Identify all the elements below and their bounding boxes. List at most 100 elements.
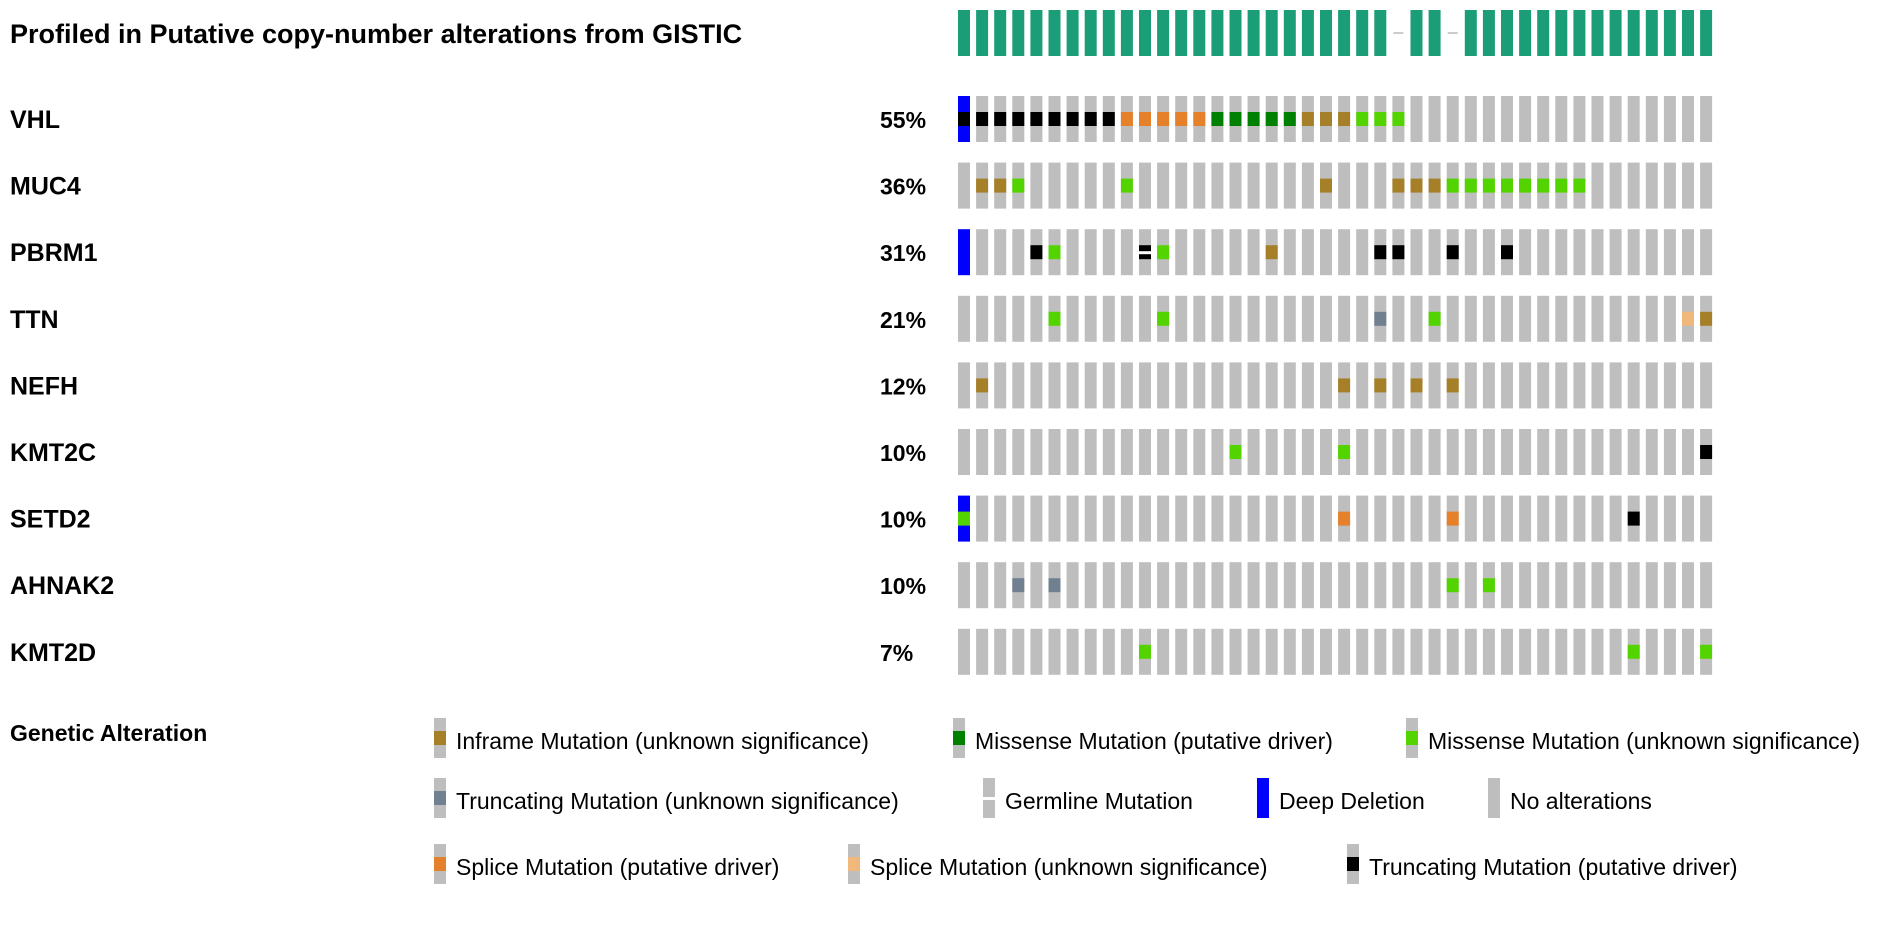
sample-cell bbox=[958, 162, 970, 209]
gene-track-row bbox=[958, 562, 1713, 609]
sample-cell bbox=[994, 362, 1007, 409]
sample-cell bbox=[958, 295, 970, 342]
sample-cell bbox=[1428, 96, 1441, 142]
sample-cell bbox=[1663, 562, 1676, 609]
sample-cell bbox=[1338, 229, 1351, 276]
sample-cell bbox=[1084, 162, 1097, 209]
sample-cell bbox=[1645, 362, 1658, 409]
profile-cell bbox=[1700, 10, 1713, 56]
gene-track-row bbox=[958, 495, 1713, 542]
splice-driver-mark bbox=[1120, 112, 1133, 126]
gene-track-row bbox=[958, 362, 1713, 409]
sample-cell bbox=[1066, 295, 1079, 342]
sample-cell bbox=[1501, 295, 1513, 342]
sample-cell bbox=[1157, 362, 1170, 409]
inframe-vus-mark bbox=[1410, 178, 1423, 193]
profile-cell bbox=[1102, 10, 1115, 56]
sample-cell bbox=[1030, 495, 1043, 542]
sample-cell bbox=[1392, 295, 1405, 342]
profile-cell bbox=[1012, 10, 1025, 56]
sample-cell bbox=[1537, 429, 1550, 475]
legend-label: Germline Mutation bbox=[1005, 788, 1193, 814]
profile-cell bbox=[1175, 10, 1188, 56]
legend-swatch bbox=[848, 857, 860, 871]
sample-cell bbox=[1120, 562, 1133, 609]
profile-cell bbox=[1464, 10, 1477, 56]
profile-cell bbox=[1320, 10, 1332, 56]
sample-cell bbox=[1519, 562, 1532, 609]
legend-swatch-bg bbox=[1488, 778, 1500, 818]
profile-cell bbox=[1537, 10, 1550, 56]
sample-cell bbox=[1338, 295, 1351, 342]
profile-cell bbox=[1066, 10, 1079, 56]
sample-cell bbox=[1519, 362, 1532, 409]
gene-track-row bbox=[958, 429, 1713, 475]
sample-cell bbox=[1229, 229, 1242, 276]
sample-cell bbox=[1392, 628, 1405, 675]
sample-cell bbox=[1609, 562, 1622, 609]
sample-cell bbox=[1428, 495, 1441, 542]
sample-cell bbox=[1356, 628, 1369, 675]
sample-cell bbox=[1102, 162, 1115, 209]
sample-cell bbox=[1501, 362, 1513, 409]
sample-cell bbox=[1555, 96, 1568, 142]
sample-cell bbox=[1700, 96, 1713, 142]
gene-label: AHNAK2 bbox=[10, 572, 114, 600]
truncating-driver-mark bbox=[1374, 245, 1387, 260]
legend-swatch bbox=[983, 797, 995, 800]
legend-swatch bbox=[434, 791, 446, 805]
sample-cell bbox=[1193, 229, 1206, 276]
gene-alteration-percent: 21% bbox=[880, 307, 926, 333]
sample-cell bbox=[1066, 495, 1079, 542]
sample-cell bbox=[976, 562, 989, 609]
profile-track bbox=[958, 10, 1713, 56]
sample-cell bbox=[1175, 628, 1188, 675]
profile-cell bbox=[1030, 10, 1043, 56]
sample-cell bbox=[1066, 628, 1079, 675]
legend-label: Truncating Mutation (putative driver) bbox=[1369, 854, 1738, 880]
truncating-vus-mark bbox=[1048, 578, 1061, 593]
missense-vus-mark bbox=[1482, 578, 1495, 593]
legend-item: Splice Mutation (unknown significance) bbox=[848, 844, 1268, 884]
sample-cell bbox=[994, 429, 1007, 475]
profile-cell bbox=[1048, 10, 1061, 56]
sample-cell bbox=[1229, 562, 1242, 609]
missense-vus-mark bbox=[1356, 112, 1369, 126]
sample-cell bbox=[1102, 295, 1115, 342]
sample-cell bbox=[1682, 429, 1694, 475]
sample-cell bbox=[1265, 628, 1278, 675]
gene-track-row bbox=[958, 229, 1713, 276]
sample-cell bbox=[1030, 162, 1043, 209]
sample-cell bbox=[1139, 295, 1151, 342]
sample-cell bbox=[1120, 229, 1133, 276]
sample-cell bbox=[1301, 562, 1314, 609]
sample-cell bbox=[1175, 295, 1188, 342]
sample-cell bbox=[1265, 295, 1278, 342]
sample-cell bbox=[1609, 229, 1622, 276]
sample-cell bbox=[1663, 429, 1676, 475]
sample-cell bbox=[1591, 96, 1604, 142]
sample-cell bbox=[1700, 229, 1713, 276]
gene-alteration-percent: 10% bbox=[880, 507, 926, 533]
sample-cell bbox=[1139, 562, 1151, 609]
sample-cell bbox=[1519, 628, 1532, 675]
sample-cell bbox=[1157, 628, 1170, 675]
missense-driver-mark bbox=[1229, 112, 1242, 126]
missense-vus-mark bbox=[1012, 178, 1025, 193]
sample-cell bbox=[1428, 229, 1441, 276]
sample-cell bbox=[1700, 162, 1713, 209]
gene-alteration-percent: 31% bbox=[880, 240, 926, 266]
splice-vus-mark bbox=[1682, 311, 1694, 326]
inframe-vus-mark bbox=[1338, 112, 1351, 126]
sample-cell bbox=[1609, 96, 1622, 142]
sample-cell bbox=[958, 628, 970, 675]
sample-cell bbox=[1645, 229, 1658, 276]
sample-cell bbox=[1519, 96, 1532, 142]
sample-cell bbox=[1555, 495, 1568, 542]
sample-cell bbox=[1410, 495, 1423, 542]
sample-cell bbox=[1356, 562, 1369, 609]
profile-cell bbox=[1555, 10, 1568, 56]
legend-item: Splice Mutation (putative driver) bbox=[434, 844, 779, 884]
sample-cell bbox=[1501, 628, 1513, 675]
sample-cell bbox=[1392, 362, 1405, 409]
